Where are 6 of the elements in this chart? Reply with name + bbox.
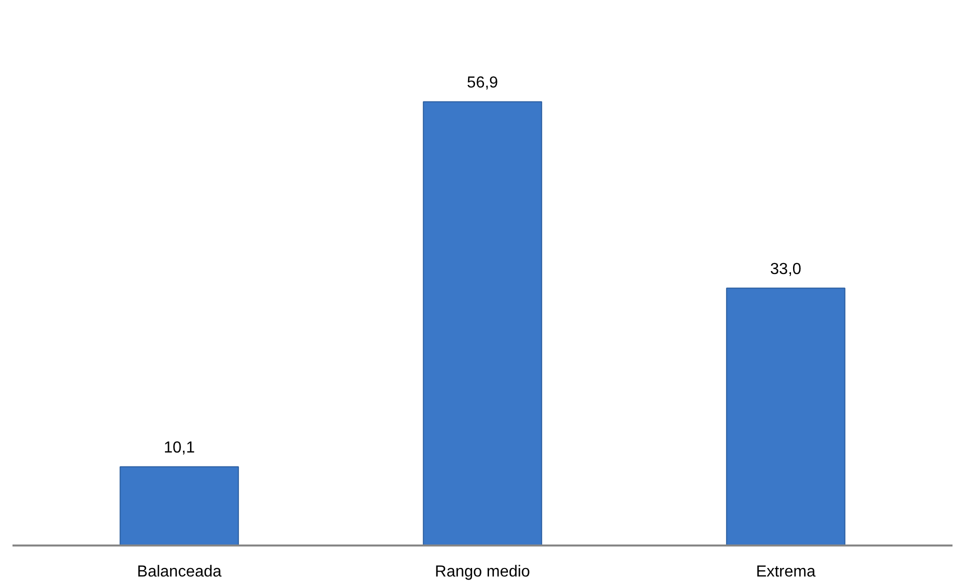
x-tick-label: Extrema (756, 564, 816, 580)
data-label: 56,9 (466, 74, 498, 92)
data-label: 10,1 (164, 440, 195, 457)
data-label: 33,0 (770, 261, 802, 278)
x-tick-label: Rango medio (434, 564, 530, 580)
x-tick-label: Balanceada (137, 564, 222, 580)
